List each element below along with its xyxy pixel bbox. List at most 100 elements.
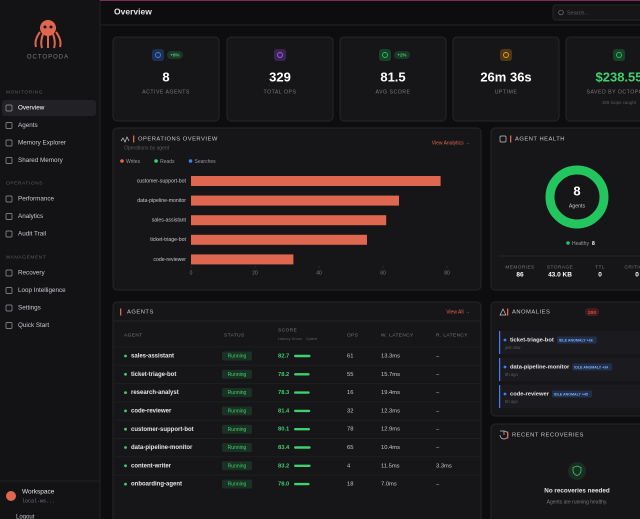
nav-item[interactable]: Loop Intelligence — [18, 287, 66, 294]
nav-item[interactable]: Recovery — [18, 270, 45, 277]
health-card — [490, 127, 640, 291]
health-ring — [545, 165, 609, 229]
nav-icon — [5, 195, 13, 203]
agent-name: code-reviewer — [131, 408, 172, 414]
write-latency: 12.9ms — [381, 427, 400, 433]
nav-item[interactable]: Shared Memory — [18, 157, 64, 164]
shield-icon — [572, 465, 582, 476]
x-tick-label: 60 — [380, 270, 386, 276]
stat-icon-glyph — [616, 52, 622, 58]
score-part: Errors — [292, 337, 302, 341]
status-pill — [222, 424, 252, 434]
anomaly-time: just now — [504, 345, 521, 350]
legend-label: Searches — [195, 159, 217, 165]
anomaly-icon — [499, 308, 507, 316]
nav-item[interactable]: Performance — [18, 196, 55, 203]
agent-name: data-pipeline-monitor — [131, 445, 193, 451]
column-header: STATUS — [224, 332, 245, 338]
nav-item[interactable]: Agents — [18, 122, 38, 129]
health-stat-label: MEMORIES — [505, 264, 534, 270]
nav-item[interactable]: Quick Start — [18, 322, 49, 329]
stat-icon-glyph — [503, 52, 509, 58]
bar — [191, 215, 387, 226]
nav-item[interactable]: Memory Explorer — [18, 140, 66, 147]
health-icon — [499, 135, 507, 143]
search-box[interactable] — [552, 4, 640, 21]
status-pill — [222, 388, 252, 398]
read-latency: – — [436, 427, 440, 433]
logout[interactable]: Logout — [16, 515, 35, 519]
operations-card — [112, 127, 482, 291]
stat-icon — [274, 49, 286, 61]
score-bar — [294, 373, 310, 376]
stat-label: AVG SCORE — [376, 89, 411, 95]
anomaly-item — [499, 331, 640, 354]
stat-value: 26m 36s — [480, 69, 531, 84]
health-stat-label: STORAGE — [547, 264, 573, 270]
nav-item[interactable]: Overview — [18, 105, 45, 112]
ops-value: 18 — [347, 482, 353, 488]
write-latency: 11.5ms — [381, 463, 400, 469]
anomaly-tag: IDLE ANOMALY +34 — [574, 365, 608, 369]
anomaly-tag-pill — [552, 390, 592, 398]
agent-name: content-writer — [131, 463, 172, 469]
nav-icon — [5, 139, 13, 147]
stat-icon — [500, 49, 512, 61]
status-pill — [222, 461, 252, 471]
title-accent — [507, 308, 509, 316]
search-icon — [558, 9, 564, 16]
status-text: Running — [228, 390, 247, 396]
status-text: Running — [228, 482, 247, 488]
legend-dot — [566, 241, 570, 245]
health-stat-value: 0 — [635, 272, 639, 279]
stat-label: UPTIME — [495, 89, 518, 95]
agent-name: research-analyst — [131, 390, 179, 396]
section-subtitle: Operations by agent — [124, 145, 170, 151]
health-stat-value: 86 — [516, 272, 524, 279]
health-stat-label: CRITICAL — [624, 264, 640, 270]
write-latency: 15.7ms — [381, 372, 400, 378]
ops-value: 32 — [347, 408, 353, 414]
status-text: Running — [228, 445, 247, 451]
anomaly-accent — [499, 331, 501, 354]
nav-item[interactable]: Settings — [18, 305, 41, 312]
status-dot — [124, 409, 127, 413]
status-pill — [222, 479, 252, 489]
status-pill — [222, 351, 252, 361]
view-link[interactable]: View Analytics → — [432, 140, 470, 146]
nav-item[interactable]: Analytics — [18, 213, 43, 220]
legend-dot — [188, 159, 193, 163]
nav-icon — [5, 322, 13, 329]
health-total: 8 — [573, 183, 580, 198]
ops-value: 4 — [347, 463, 351, 469]
nav-section: MANAGEMENT — [6, 254, 46, 260]
stat-icon — [613, 49, 625, 61]
status-text: Running — [228, 409, 247, 415]
score-part: Uptime — [306, 337, 317, 341]
avatar — [6, 491, 16, 501]
view-link[interactable]: View All → — [446, 309, 470, 315]
x-tick-label: 80 — [444, 270, 450, 276]
bar — [191, 254, 294, 265]
read-latency: – — [436, 354, 440, 360]
stat-icon-glyph — [382, 52, 388, 58]
column-header: SCORE — [278, 327, 297, 333]
status-pill — [222, 443, 252, 452]
ops-value: 16 — [347, 390, 353, 396]
stat-badge — [167, 51, 183, 59]
status-text: Running — [228, 354, 247, 360]
score-bar — [294, 464, 311, 467]
nav-icon — [5, 230, 13, 238]
stat-card — [452, 36, 560, 122]
stat-icon — [379, 49, 391, 61]
nav-section: MONITORING — [6, 89, 43, 95]
bar — [191, 234, 367, 245]
anomaly-accent — [499, 358, 501, 381]
operations-icon — [120, 136, 130, 143]
stat-card — [226, 36, 334, 122]
stat-label: TOTAL OPS — [264, 89, 297, 95]
write-latency: 7.0ms — [381, 482, 397, 488]
column-header: R. LATENCY — [436, 332, 468, 338]
nav-item[interactable]: Audit Trail — [18, 231, 46, 238]
stat-value: $238.55 — [596, 69, 640, 84]
